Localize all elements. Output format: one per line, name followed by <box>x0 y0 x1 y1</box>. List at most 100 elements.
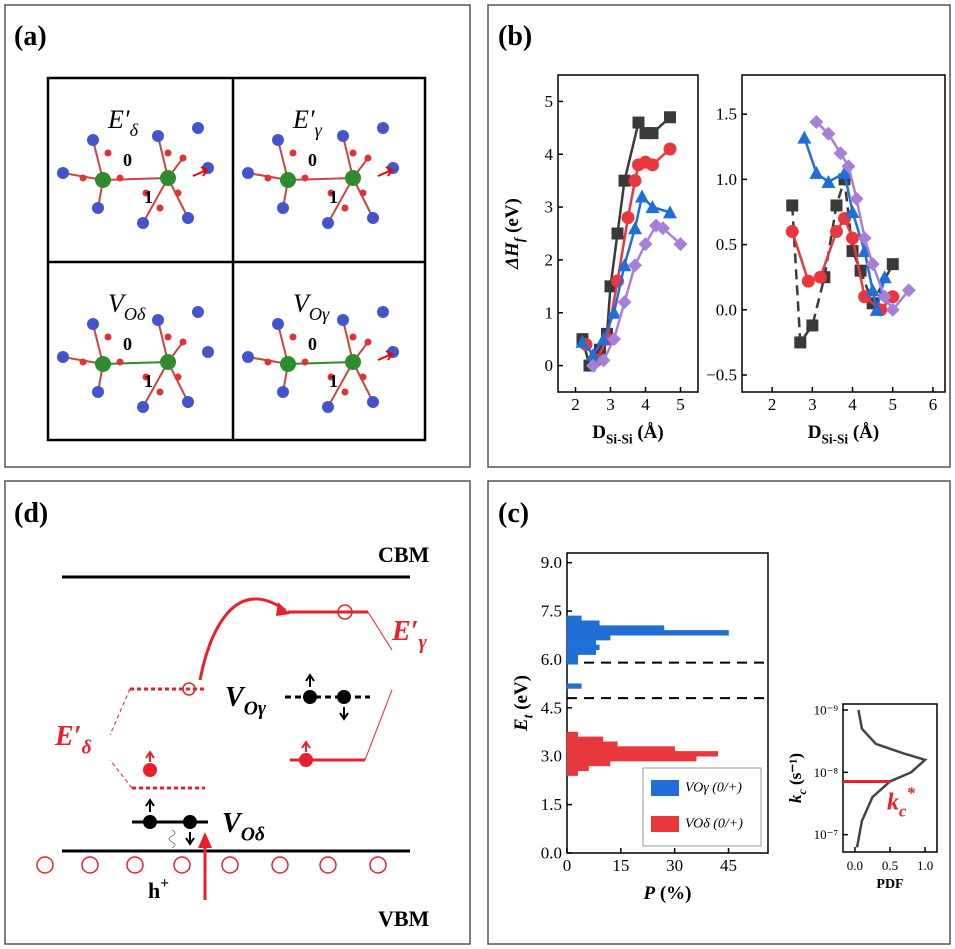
marker <box>638 237 653 252</box>
bar <box>566 649 596 655</box>
marker <box>837 165 852 179</box>
label-part: E′ <box>107 105 130 134</box>
marker <box>809 165 824 179</box>
marker <box>869 302 884 316</box>
grid-frame <box>46 76 427 442</box>
si-atom <box>160 170 176 186</box>
x-axis-label: PDF <box>876 877 903 892</box>
hole <box>81 856 99 874</box>
o-atom <box>87 134 99 146</box>
marker <box>886 290 900 304</box>
marker <box>901 283 916 298</box>
spin <box>145 750 155 762</box>
marker <box>646 127 659 140</box>
o-atom <box>152 314 164 326</box>
level-diagram <box>36 575 410 900</box>
arrow-head <box>198 832 212 848</box>
marker <box>628 258 642 273</box>
hole <box>126 856 144 874</box>
bridge-atom <box>289 333 297 341</box>
bond <box>142 361 169 408</box>
structure-label: VOγ <box>293 289 330 324</box>
bridge-atom <box>116 174 124 182</box>
x-tick-label: 4 <box>641 395 650 414</box>
bridge-atom <box>79 174 87 182</box>
bridge-atom <box>104 333 112 341</box>
atom-index: 0 <box>123 334 132 354</box>
y-tick-label: 0 <box>545 356 554 375</box>
bridge-atom <box>301 174 309 182</box>
marker <box>821 174 836 188</box>
x-tick-label: 0.0 <box>847 858 863 873</box>
marker <box>586 348 600 362</box>
o-atom <box>272 134 284 146</box>
bridge-atom <box>164 149 172 157</box>
legend-swatch <box>651 816 679 832</box>
panel-frames <box>4 4 951 945</box>
marker <box>635 189 649 203</box>
o-atom <box>337 130 349 142</box>
label-part: E <box>511 718 532 732</box>
atom-index: 1 <box>144 371 153 391</box>
cbm-label: CBM <box>378 542 430 567</box>
o-atom <box>182 396 194 408</box>
electron <box>143 815 157 829</box>
marker <box>664 111 676 124</box>
panel-frame <box>4 480 471 945</box>
spring <box>168 829 176 849</box>
bond <box>142 177 169 224</box>
o-atom <box>182 212 194 224</box>
structure-label: E′δ <box>107 105 139 140</box>
electron <box>299 753 313 767</box>
spin <box>301 740 311 752</box>
y-axis-label: ΔHf (eV) <box>502 198 527 270</box>
label-part: h <box>148 878 160 903</box>
bar <box>566 731 579 738</box>
electron <box>303 690 317 704</box>
bar <box>566 639 596 646</box>
bridge-atom <box>349 149 357 157</box>
bar <box>566 736 604 742</box>
bridge-atom <box>364 154 372 162</box>
bridge-atom <box>179 154 187 162</box>
arrow-head <box>276 602 290 616</box>
marker <box>829 225 843 239</box>
y-tick-label: 0.5 <box>716 235 737 254</box>
shift-arrow <box>377 350 394 361</box>
marker <box>813 270 827 284</box>
marker <box>646 158 659 172</box>
bridge-atom <box>341 388 349 396</box>
y-tick-label: 1.0 <box>716 170 737 189</box>
label-part: γ <box>419 632 428 653</box>
bar <box>566 751 718 757</box>
y-tick-label: 1 <box>545 303 554 322</box>
hole <box>36 856 54 874</box>
panel-frame <box>487 480 951 945</box>
atom-index: 1 <box>329 371 338 391</box>
bar <box>566 615 582 621</box>
o-atom <box>57 167 69 179</box>
y-axis-label: kc (s⁻¹) <box>786 753 809 803</box>
structure <box>57 306 214 413</box>
panel-label: (c) <box>498 498 529 529</box>
bridge-atom <box>327 373 335 381</box>
y-tick-label: 1.5 <box>541 795 562 814</box>
marker <box>618 174 631 187</box>
bar <box>566 654 579 660</box>
x-tick-label: 6 <box>929 395 938 414</box>
marker <box>830 199 843 212</box>
bridge-atom <box>359 189 367 197</box>
marker <box>806 319 819 332</box>
si-atom <box>160 354 176 370</box>
marker <box>845 204 860 218</box>
bridge-atom <box>327 189 335 197</box>
x-tick-label: 2 <box>571 395 580 414</box>
series-line <box>815 121 910 312</box>
y-tick-label: 6.0 <box>541 650 562 669</box>
threshold-label: kc* <box>887 784 915 821</box>
bar <box>566 683 582 689</box>
label-part: (%) <box>655 883 691 904</box>
label-part: (eV) <box>511 675 532 715</box>
x-axis-label: P (%) <box>642 883 691 904</box>
